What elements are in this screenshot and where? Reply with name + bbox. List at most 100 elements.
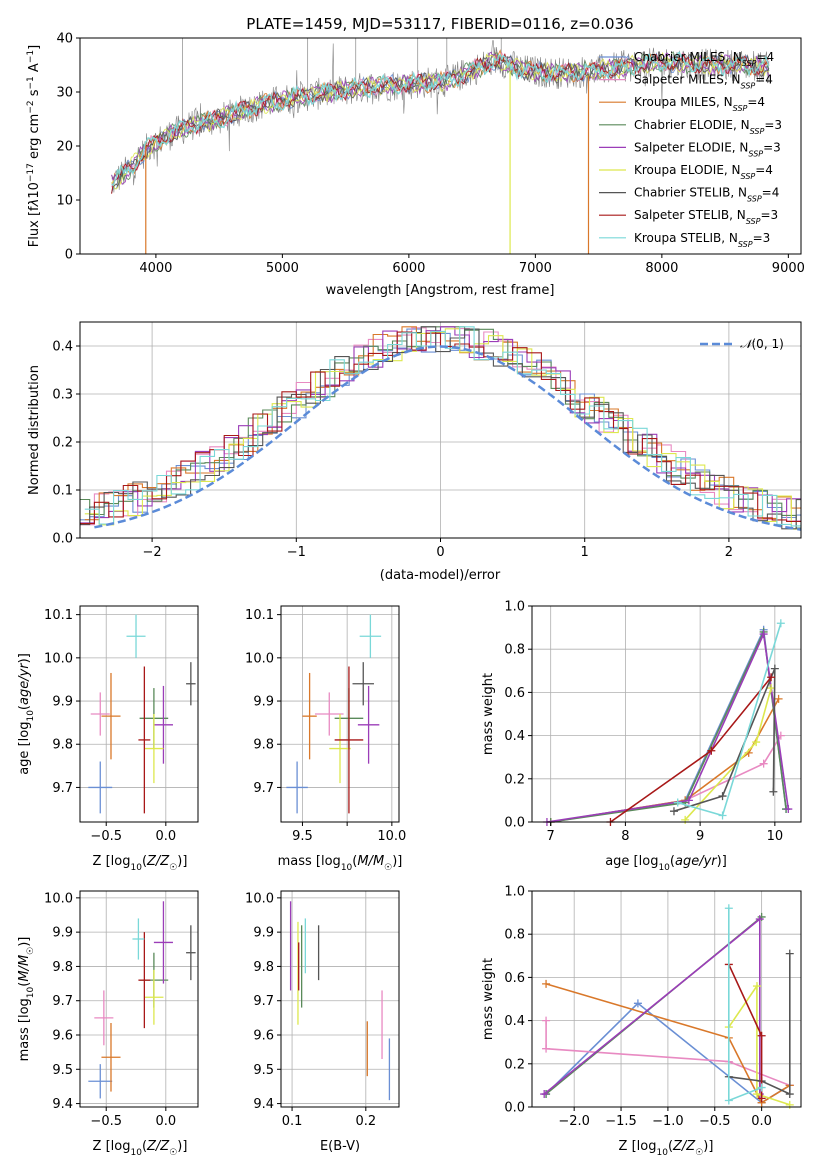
mass-vs-extinction-panel: 0.1 0.2 9.4 9.5 9.6 9.7 9.8 9.9 10.0 — [245, 890, 400, 1129]
x-tick-label: 5000 — [266, 261, 299, 276]
y-tick-label: 0.8 — [504, 643, 525, 658]
y-tick-label: 10.0 — [245, 891, 274, 906]
y-tick-label: 0.2 — [52, 436, 73, 451]
weight-marker — [776, 619, 785, 628]
y-tick-label: 9.6 — [52, 1029, 73, 1044]
model-line-8 — [111, 52, 770, 194]
y-tick-label: 0.0 — [504, 816, 525, 831]
legend-value: =3 — [763, 140, 781, 154]
legend-entry: Chabrier STELIB, NSSP=4 — [634, 186, 779, 204]
x-tick-label: −1.5 — [605, 1114, 637, 1129]
y-tick-label: 9.7 — [253, 994, 274, 1009]
p7-xlabel: E(B-V) — [320, 1139, 360, 1154]
x-tick-label: 0.2 — [355, 1114, 376, 1129]
x-tick-label: 0.1 — [282, 1114, 303, 1129]
weight-marker — [633, 999, 642, 1008]
histogram-series-1 — [80, 328, 801, 521]
weight-line-5 — [543, 917, 761, 1095]
panel-frame — [79, 605, 199, 823]
weight-line-7 — [673, 668, 776, 812]
weight-marker — [684, 796, 693, 805]
weight-marker — [542, 1044, 551, 1053]
legend-entry: Kroupa ELODIE, NSSP=4 — [634, 163, 773, 181]
x-tick-label: 4000 — [139, 261, 172, 276]
legend-value: =3 — [764, 118, 782, 132]
y-tick-label: 9.9 — [52, 926, 73, 941]
weight-marker — [724, 1096, 733, 1105]
y-tick-label: 0.3 — [52, 388, 73, 403]
p8-ylabel: mass weight — [481, 958, 496, 1040]
weight-marker — [757, 1094, 766, 1103]
panel-frame — [531, 890, 802, 1108]
age-vs-mass-panel: 9.5 10.0 9.7 9.8 9.9 10.0 10.1 — [245, 605, 406, 844]
y-tick-label: 9.8 — [52, 960, 73, 975]
weight-marker — [673, 798, 682, 807]
model-line-6 — [111, 51, 770, 190]
weight-marker — [770, 664, 779, 673]
weight-marker — [785, 1100, 794, 1109]
legend-value: =4 — [755, 73, 773, 87]
y-tick-label: 9.6 — [253, 1029, 274, 1044]
y-tick-label: 9.7 — [253, 781, 274, 796]
weight-marker — [752, 1090, 761, 1099]
histogram-xlabel: (data-model)/error — [380, 568, 501, 583]
legend-entry: Chabrier MILES, NSSP=4 — [634, 50, 774, 68]
legend-entry: Salpeter ELODIE, NSSP=3 — [634, 140, 781, 158]
p5-ylabel: mass weight — [481, 673, 496, 755]
x-tick-label: 1 — [581, 545, 589, 560]
panel-frame — [531, 605, 802, 823]
y-tick-label: 20 — [56, 140, 73, 155]
p8-xlabel: Z [log10(Z/Z☉)] — [619, 1139, 714, 1158]
y-tick-label: 9.9 — [52, 695, 73, 710]
legend-value: =4 — [762, 186, 780, 200]
legend-subscript: SSP — [742, 59, 757, 68]
weight-line-7 — [728, 953, 791, 1096]
y-tick-label: 0.6 — [504, 971, 525, 986]
histogram-series-8 — [80, 331, 801, 525]
x-tick-label: −1.0 — [652, 1114, 684, 1129]
y-tick-label: 0.0 — [504, 1101, 525, 1116]
x-tick-label: 9.5 — [292, 829, 313, 844]
legend-value: =4 — [756, 50, 774, 64]
y-tick-label: 10.0 — [44, 891, 73, 906]
panel-frame — [280, 890, 400, 1108]
y-tick-label: 9.8 — [52, 738, 73, 753]
age-vs-metallicity-panel: −0.5 0.0 9.7 9.8 9.9 10.0 10.1 — [44, 605, 199, 844]
x-tick-label: 10 — [767, 829, 784, 844]
y-tick-label: 9.8 — [253, 738, 274, 753]
x-tick-label: 0 — [436, 545, 444, 560]
histogram-series-3 — [84, 326, 801, 521]
weight-line-5 — [546, 631, 790, 823]
histogram-ylabel: Normed distribution — [27, 365, 42, 495]
p6-xlabel: Z [log10(Z/Z☉)] — [93, 1139, 188, 1158]
weight-marker — [769, 787, 778, 796]
weight-marker — [757, 1031, 766, 1040]
weight-marker — [724, 904, 733, 913]
y-tick-label: 0.8 — [504, 928, 525, 943]
y-tick-label: 9.7 — [52, 781, 73, 796]
y-tick-label: 9.8 — [253, 960, 274, 975]
legend-value: =3 — [753, 231, 771, 245]
weight-marker — [718, 811, 727, 820]
x-tick-label: −0.5 — [699, 1114, 731, 1129]
x-tick-label: 9000 — [772, 261, 805, 276]
weight-marker — [759, 630, 768, 639]
y-tick-label: 9.9 — [253, 695, 274, 710]
weight-marker — [707, 746, 716, 755]
weight-marker — [752, 982, 761, 991]
x-tick-label: 0.0 — [751, 1114, 772, 1129]
legend-entry: Kroupa STELIB, NSSP=3 — [634, 231, 770, 249]
y-tick-label: 9.9 — [253, 926, 274, 941]
normal-curve — [94, 345, 802, 531]
model-line-7 — [111, 53, 770, 194]
y-tick-label: 10.1 — [245, 608, 274, 623]
y-tick-label: 0.0 — [52, 532, 73, 547]
weight-marker — [785, 1090, 794, 1099]
y-tick-label: 1.0 — [504, 885, 525, 900]
legend-subscript: SSP — [733, 104, 748, 113]
panel-frame — [280, 605, 400, 823]
y-tick-label: 9.7 — [52, 994, 73, 1009]
weight-line-3 — [545, 983, 791, 1104]
x-tick-label: 6000 — [392, 261, 425, 276]
legend-value: =3 — [760, 208, 778, 222]
